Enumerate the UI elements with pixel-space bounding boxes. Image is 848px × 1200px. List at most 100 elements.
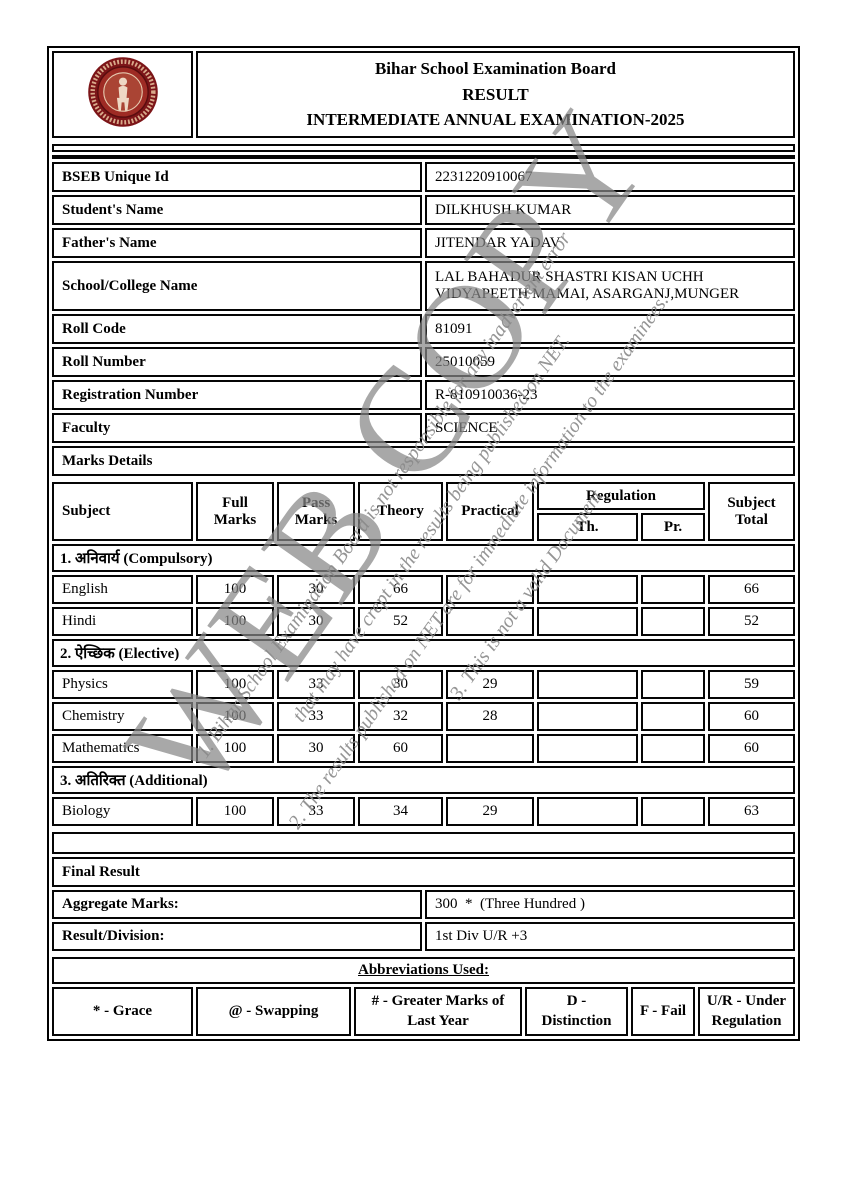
regulation-pr-cell [641, 702, 706, 731]
subject-cell: English [52, 575, 193, 604]
pass-marks-cell: 30 [277, 575, 355, 604]
final-result-header-row: Final Result [52, 857, 795, 887]
info-row-faculty: Faculty SCIENCE [52, 413, 795, 443]
theory-cell: 66 [358, 575, 443, 604]
subject-total-cell: 66 [708, 575, 795, 604]
subject-total-cell: 59 [708, 670, 795, 699]
abbr-fail: F - Fail [631, 987, 695, 1036]
col-header-subject: Subject [52, 482, 193, 541]
marks-subheader-row: Th. Pr. [52, 513, 795, 541]
marks-row-hindi: Hindi 100 30 52 52 [52, 607, 795, 636]
abbr-under-regulation: U/R - Under Regulation [698, 987, 795, 1036]
info-label: Student's Name [52, 195, 422, 225]
practical-cell: 29 [446, 797, 534, 826]
pass-marks-cell: 30 [277, 607, 355, 636]
regulation-th-cell [537, 670, 638, 699]
full-marks-cell: 100 [196, 734, 274, 763]
result-label: RESULT [462, 84, 529, 104]
regulation-th-cell [537, 702, 638, 731]
section-row-elective: 2. ऐच्छिक (Elective) [52, 639, 795, 667]
result-division-value: 1st Div U/R +3 [425, 922, 795, 951]
aggregate-marks-value: 300 * (Three Hundred ) [425, 890, 795, 919]
full-marks-cell: 100 [196, 670, 274, 699]
marks-header-row: Subject Full Marks Pass Marks Theory Pra… [52, 482, 795, 541]
info-row-father-name: Father's Name JITENDAR YADAV [52, 228, 795, 258]
col-header-regulation: Regulation [537, 482, 706, 510]
final-result-label: Final Result [52, 857, 795, 887]
pass-marks-cell: 30 [277, 734, 355, 763]
section-title: 3. अतिरिक्त (Additional) [52, 766, 795, 794]
section-title: 1. अनिवार्य (Compulsory) [52, 544, 795, 572]
abbr-grace: * - Grace [52, 987, 193, 1036]
spacer-band [52, 832, 795, 854]
regulation-th-cell [537, 734, 638, 763]
theory-cell: 34 [358, 797, 443, 826]
subject-total-cell: 52 [708, 607, 795, 636]
info-value: 25010059 [425, 347, 795, 377]
abbreviations-title-row: Abbreviations Used: [52, 957, 795, 984]
subject-total-cell: 60 [708, 734, 795, 763]
regulation-th-cell [537, 607, 638, 636]
section-title: 2. ऐच्छिक (Elective) [52, 639, 795, 667]
pass-marks-cell: 33 [277, 670, 355, 699]
full-marks-cell: 100 [196, 575, 274, 604]
exam-title: INTERMEDIATE ANNUAL EXAMINATION-2025 [306, 110, 685, 130]
regulation-th-cell [537, 797, 638, 826]
marks-details-row: Marks Details [52, 446, 795, 476]
abbreviations-title-text: Abbreviations Used: [358, 962, 489, 978]
subject-cell: Biology [52, 797, 193, 826]
regulation-pr-cell [641, 797, 706, 826]
marks-row-chemistry: Chemistry 100 33 32 28 60 [52, 702, 795, 731]
subject-total-cell: 63 [708, 797, 795, 826]
result-division-label: Result/Division: [52, 922, 422, 951]
subject-cell: Hindi [52, 607, 193, 636]
info-row-roll-code: Roll Code 81091 [52, 314, 795, 344]
subject-cell: Mathematics [52, 734, 193, 763]
pass-marks-cell: 33 [277, 702, 355, 731]
bseb-seal-icon [87, 57, 158, 127]
marks-row-biology: Biology 100 33 34 29 63 [52, 797, 795, 826]
theory-cell: 52 [358, 607, 443, 636]
info-value: JITENDAR YADAV [425, 228, 795, 258]
subject-total-cell: 60 [708, 702, 795, 731]
abbr-distinction: D - Distinction [525, 987, 628, 1036]
col-header-theory: Theory [358, 482, 443, 541]
subject-cell: Physics [52, 670, 193, 699]
info-label: School/College Name [52, 261, 422, 311]
regulation-pr-cell [641, 575, 706, 604]
abbreviations-title: Abbreviations Used: [52, 957, 795, 984]
info-value: DILKHUSH KUMAR [425, 195, 795, 225]
header-title-cell: Bihar School Examination Board RESULT IN… [196, 51, 795, 138]
col-header-regulation-th: Th. [537, 513, 638, 541]
info-label: Roll Number [52, 347, 422, 377]
col-header-regulation-pr: Pr. [641, 513, 706, 541]
info-value: SCIENCE [425, 413, 795, 443]
abbreviations-row: * - Grace @ - Swapping # - Greater Marks… [52, 987, 795, 1036]
theory-cell: 32 [358, 702, 443, 731]
full-marks-cell: 100 [196, 797, 274, 826]
info-value: 81091 [425, 314, 795, 344]
subject-cell: Chemistry [52, 702, 193, 731]
marks-row-physics: Physics 100 33 30 29 59 [52, 670, 795, 699]
final-result-table: Final Result Aggregate Marks: 300 * (Thr… [49, 829, 798, 954]
abbreviations-table: Abbreviations Used: * - Grace @ - Swappi… [49, 954, 798, 1039]
aggregate-marks-row: Aggregate Marks: 300 * (Three Hundred ) [52, 890, 795, 919]
full-marks-cell: 100 [196, 607, 274, 636]
spacer-band [52, 144, 795, 152]
board-name: Bihar School Examination Board [374, 59, 617, 79]
section-row-compulsory: 1. अनिवार्य (Compulsory) [52, 544, 795, 572]
section-row-additional: 3. अतिरिक्त (Additional) [52, 766, 795, 794]
marks-table: Subject Full Marks Pass Marks Theory Pra… [49, 479, 798, 829]
regulation-pr-cell [641, 670, 706, 699]
info-row-school-name: School/College Name LAL BAHADUR SHASTRI … [52, 261, 795, 311]
regulation-th-cell [537, 575, 638, 604]
theory-cell: 30 [358, 670, 443, 699]
col-header-practical: Practical [446, 482, 534, 541]
info-label: Roll Code [52, 314, 422, 344]
regulation-pr-cell [641, 734, 706, 763]
marks-row-english: English 100 30 66 66 [52, 575, 795, 604]
info-label: Father's Name [52, 228, 422, 258]
info-row-bseb-unique-id: BSEB Unique Id 2231220910067 [52, 162, 795, 192]
theory-cell: 60 [358, 734, 443, 763]
info-label: Faculty [52, 413, 422, 443]
